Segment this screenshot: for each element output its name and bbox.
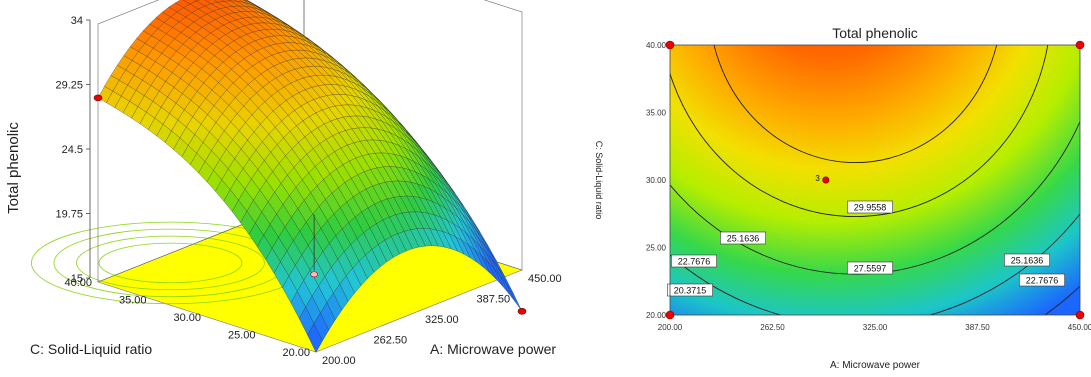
back-wall [97,0,305,283]
contour-y-tick-label: 20.00 [646,311,667,320]
contour-x-tick-label: 450.00 [1068,323,1091,332]
y-tick-label: 30.00 [173,312,201,324]
contour-label: 27.5597 [854,264,887,274]
contour-y-tick-label: 30.00 [646,176,667,185]
contour-line [713,45,998,164]
contour-title: Total phenolic [832,25,918,41]
contour-label-box [1019,273,1065,287]
y-tick-label: 25.00 [228,330,256,342]
x-tick-label: 325.00 [425,314,459,326]
center-point [310,271,318,278]
y-tick-label: 20.00 [282,347,310,359]
x-tick-label: 200.00 [322,355,356,367]
contour-label: 22.7676 [678,257,711,267]
contour-label: 22.7676 [1026,276,1059,286]
y-tick-label: 35.00 [119,295,147,307]
contour-label-box [671,254,717,268]
design-point [93,94,103,102]
surface-plot: Total phenolic C: Solid-Liquid ratio A: … [5,0,562,367]
contour-label-box [667,283,713,297]
contour-label: 25.1636 [1011,256,1044,266]
design-point [665,310,675,320]
z-tick-label: 24.5 [62,144,83,156]
z-tick-label: 29.25 [55,80,83,92]
center-point-count: 3 [815,174,820,183]
z-axis-label: Total phenolic [5,122,22,214]
contour-x-tick-label: 387.50 [965,323,990,332]
contour-x-tick-label: 262.50 [760,323,785,332]
contour-fill [670,45,1080,315]
design-point [1075,310,1085,320]
contour-x-tick-label: 325.00 [863,323,888,332]
y-tick-label: 40.00 [64,277,92,289]
contour-label: 25.1636 [727,234,760,244]
contour-label: 29.9558 [854,203,887,213]
x-tick-label: 450.00 [528,273,562,285]
contour-x-tick-label: 200.00 [658,323,683,332]
plot-frame [669,44,1081,316]
surface-plot-panel: Total phenolic C: Solid-Liquid ratio A: … [5,0,562,367]
z-tick-label: 34 [71,15,83,27]
y-axis-label: C: Solid-Liquid ratio [30,341,152,357]
contour-plot: 29.9558 27.5597 25.1636 25.1636 22.7676 22.76… [594,25,1091,371]
contour-label-box [847,200,893,214]
x-tick-label: 387.50 [477,294,511,306]
contour-label-box [1004,253,1050,267]
center-point [822,176,830,184]
design-point [517,307,527,315]
x-tick-label: 262.50 [374,335,408,347]
contour-y-tick-label: 25.00 [646,244,667,253]
contour-plot-panel: 29.9558 27.5597 25.1636 25.1636 22.7676 22.76… [580,0,1091,372]
contour-y-tick-label: 35.00 [646,109,667,118]
z-tick-label: 19.75 [55,209,83,221]
floor-contour [76,235,265,291]
contour-y-tick-label: 40.00 [646,41,667,50]
contour-label: 20.3715 [674,286,707,296]
contour-line [670,45,1049,217]
z-tick-label: 15 [71,273,83,285]
design-point [665,40,675,50]
floor-contour [98,242,243,284]
contour-y-axis-label: C: Solid-Liquid ratio [594,141,604,220]
contour-label-box [720,231,766,245]
contour-x-axis-label: A: Microwave power [830,360,921,371]
contour-label-box [847,261,893,275]
design-point [1075,40,1085,50]
x-axis-label: A: Microwave power [430,341,556,357]
